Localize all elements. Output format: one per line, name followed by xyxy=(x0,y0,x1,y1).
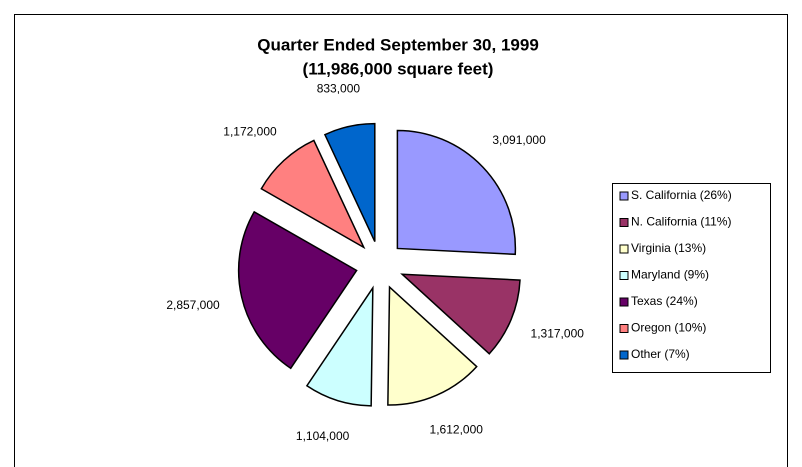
legend-swatch xyxy=(619,324,629,333)
data-label: 1,104,000 xyxy=(296,429,350,443)
legend-label: Other (7%) xyxy=(631,347,690,361)
legend-label: Maryland (9%) xyxy=(631,268,709,282)
legend-swatch xyxy=(619,297,629,307)
legend-label: N. California (11%) xyxy=(631,215,731,229)
data-label: 1,612,000 xyxy=(430,422,484,436)
data-label: 833,000 xyxy=(317,81,361,95)
legend-swatch xyxy=(619,350,629,360)
pie-slice xyxy=(400,273,521,355)
legend-swatch xyxy=(619,271,629,280)
pie-slice xyxy=(260,139,366,250)
legend-box xyxy=(612,183,771,373)
pie-slice xyxy=(323,122,376,242)
legend-label: Oregon (10%) xyxy=(631,321,706,335)
data-label: 1,172,000 xyxy=(223,125,277,139)
chart-subtitle: (11,986,000 square feet) xyxy=(303,59,494,78)
pie-slice xyxy=(237,210,358,370)
chart-title: Quarter Ended September 30, 1999 xyxy=(257,35,539,54)
legend-label: S. California (26%) xyxy=(631,188,732,202)
legend-label: Texas (24%) xyxy=(631,294,698,308)
data-label: 3,091,000 xyxy=(492,133,546,147)
pie-slice xyxy=(305,285,374,407)
data-label: 2,857,000 xyxy=(166,298,220,312)
legend-swatch xyxy=(619,191,629,201)
legend-swatch xyxy=(619,244,629,254)
pie-slice xyxy=(396,129,517,256)
data-label: 1,317,000 xyxy=(531,326,585,340)
legend-label: Virginia (13%) xyxy=(631,241,706,255)
legend-swatch xyxy=(619,218,629,227)
pie-slice xyxy=(387,285,478,406)
